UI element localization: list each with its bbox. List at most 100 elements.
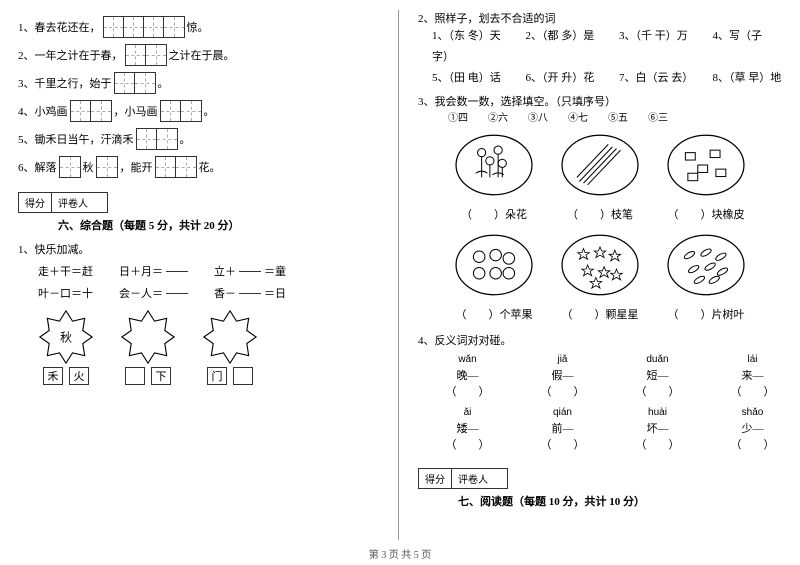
picture-row-2 xyxy=(418,232,782,298)
antonym[interactable]: 坏—（ ） xyxy=(628,420,687,452)
antonym-row-2: ǎi 矮—（ ） qián 前—（ ） huài 坏—（ ） shǎo 少—（ ） xyxy=(438,407,782,454)
answer-grid[interactable] xyxy=(155,156,197,178)
star-item: 门 xyxy=(202,309,258,385)
q-text: 春去花还在， xyxy=(35,19,101,35)
q-num: 5、 xyxy=(18,131,35,147)
q2-options: 1、（东 冬）天 2、（都 多）是 3、（千 干）万 4、写（子 字） 5、（田… xyxy=(432,26,782,89)
antonym[interactable]: 晚—（ ） xyxy=(438,367,497,399)
answer-grid[interactable] xyxy=(114,72,156,94)
pinyin: wǎn xyxy=(438,354,497,365)
eq: 香－ xyxy=(214,285,236,301)
char-box[interactable]: 门 xyxy=(207,367,227,385)
answer-grid[interactable] xyxy=(125,44,167,66)
label-row-1: （ ）朵花 （ ）枝笔 （ ）块橡皮 xyxy=(418,206,782,222)
count-label[interactable]: （ ）个苹果 xyxy=(452,306,536,322)
antonym[interactable]: 假—（ ） xyxy=(533,367,592,399)
addition-row-1: 走＋干＝赶 日＋月＝ 立＋＝童 xyxy=(38,263,382,279)
antonym[interactable]: 短—（ ） xyxy=(628,367,687,399)
apples-icon xyxy=(452,232,536,298)
label-row-2: （ ）个苹果 （ ）颗星星 （ ）片树叶 xyxy=(418,306,782,322)
pinyin: jiǎ xyxy=(533,354,592,365)
opt[interactable]: 6、（开 升）花 xyxy=(526,72,595,84)
q-text: ，能开 xyxy=(120,159,153,175)
pencils-icon xyxy=(558,132,642,198)
star-diagram-group: 秋 禾火 下 门 xyxy=(38,309,382,385)
pinyin: shǎo xyxy=(723,407,782,418)
eq: 叶－口＝十 xyxy=(38,285,93,301)
pinyin: lái xyxy=(723,354,782,365)
section-6-title: 六、综合题（每题 5 分，共计 20 分） xyxy=(58,217,382,233)
left-column: 1、 春去花还在， 惊。 2、 一年之计在于春， 之计在于晨。 3、 千里之行，… xyxy=(0,0,400,540)
eq: 立＋ xyxy=(214,263,236,279)
char-box[interactable]: 火 xyxy=(69,367,89,385)
q-text: 。 xyxy=(180,131,191,147)
answer-grid[interactable] xyxy=(59,156,81,178)
eq: 会－人＝ xyxy=(119,285,163,301)
blank[interactable] xyxy=(166,271,188,272)
fill-line-5: 5、 锄禾日当午，汗滴禾 。 xyxy=(18,128,382,150)
opt[interactable]: 8、（草 早）地 xyxy=(713,72,782,84)
pinyin: huài xyxy=(628,407,687,418)
eq: ＝童 xyxy=(264,263,286,279)
q-text: 解落 xyxy=(35,159,57,175)
char-box[interactable] xyxy=(125,367,145,385)
q-num: 2、 xyxy=(18,47,35,63)
flowers-icon xyxy=(452,132,536,198)
fill-line-3: 3、 千里之行，始于 。 xyxy=(18,72,382,94)
antonym[interactable]: 前—（ ） xyxy=(533,420,592,452)
pinyin: duǎn xyxy=(628,354,687,365)
score-box: 得分 评卷人 xyxy=(418,468,508,489)
count-label[interactable]: （ ）片树叶 xyxy=(664,306,748,322)
q-num: 3、 xyxy=(18,75,35,91)
count-label[interactable]: （ ）朵花 xyxy=(452,206,536,222)
opt[interactable]: 2、（都 多）是 xyxy=(526,30,595,42)
grader-label: 评卷人 xyxy=(452,469,494,488)
count-label[interactable]: （ ）颗星星 xyxy=(558,306,642,322)
q-text: 惊。 xyxy=(187,19,209,35)
char-box[interactable]: 禾 xyxy=(43,367,63,385)
right-column: 2、照样子，划去不合适的词 1、（东 冬）天 2、（都 多）是 3、（千 干）万… xyxy=(400,0,800,540)
answer-grid[interactable] xyxy=(103,16,185,38)
antonym-row-1: wǎn 晚—（ ） jiǎ 假—（ ） duǎn 短—（ ） lái 来—（ ） xyxy=(438,354,782,401)
q4-heading: 4、反义词对对碰。 xyxy=(418,332,782,348)
blank[interactable] xyxy=(239,271,261,272)
score-label: 得分 xyxy=(419,469,452,488)
blank[interactable] xyxy=(166,293,188,294)
pinyin: qián xyxy=(533,407,592,418)
choice-list: ①四 ②六 ③八 ④七 ⑤五 ⑥三 xyxy=(448,109,782,124)
antonym[interactable]: 来—（ ） xyxy=(723,367,782,399)
answer-grid[interactable] xyxy=(96,156,118,178)
stars-icon xyxy=(558,232,642,298)
answer-grid[interactable] xyxy=(70,100,112,122)
eq: 走＋干＝赶 xyxy=(38,263,93,279)
count-label[interactable]: （ ）块橡皮 xyxy=(664,206,748,222)
fill-line-1: 1、 春去花还在， 惊。 xyxy=(18,16,382,38)
blank[interactable] xyxy=(239,293,261,294)
star-item: 秋 禾火 xyxy=(38,309,94,385)
q-text: 小鸡画 xyxy=(35,103,68,119)
opt[interactable]: 1、（东 冬）天 xyxy=(432,30,501,42)
page-footer: 第 3 页 共 5 页 xyxy=(0,546,800,561)
q-num: 6、 xyxy=(18,159,35,175)
answer-grid[interactable] xyxy=(136,128,178,150)
q-num: 1、 xyxy=(18,19,35,35)
char-box[interactable]: 下 xyxy=(151,367,171,385)
q-text: 锄禾日当午，汗滴禾 xyxy=(35,131,134,147)
pinyin: ǎi xyxy=(438,407,497,418)
opt[interactable]: 7、白（云 去） xyxy=(619,72,688,84)
char-box[interactable] xyxy=(233,367,253,385)
q-text: 花。 xyxy=(199,159,221,175)
picture-row-1 xyxy=(418,132,782,198)
fill-line-6: 6、 解落 秋 ，能开 花。 xyxy=(18,156,382,178)
answer-grid[interactable] xyxy=(160,100,202,122)
section-7-title: 七、阅读题（每题 10 分，共计 10 分） xyxy=(458,493,782,509)
q-num: 4、 xyxy=(18,103,35,119)
antonym[interactable]: 矮—（ ） xyxy=(438,420,497,452)
opt[interactable]: 5、（田 电）话 xyxy=(432,72,501,84)
q-text: 一年之计在于春， xyxy=(35,47,123,63)
antonym[interactable]: 少—（ ） xyxy=(723,420,782,452)
score-box: 得分 评卷人 xyxy=(18,192,108,213)
grader-label: 评卷人 xyxy=(52,193,94,212)
count-label[interactable]: （ ）枝笔 xyxy=(558,206,642,222)
opt[interactable]: 3、（千 干）万 xyxy=(619,30,688,42)
